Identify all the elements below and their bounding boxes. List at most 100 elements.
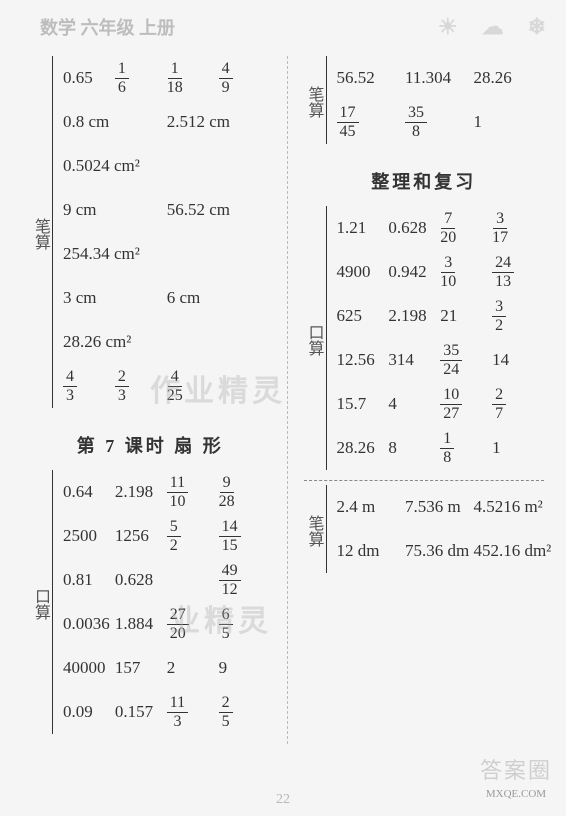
data-row: 0.090.15711325 <box>63 690 271 734</box>
cell: 28.26 cm² <box>63 332 271 352</box>
label-bisuan-3: 笔算 <box>304 485 326 573</box>
cell: 1415 <box>219 519 271 554</box>
cell: 28.26 <box>337 438 389 458</box>
left-block-1: 笔算 0.6516118490.8 cm2.512 cm0.5024 cm²9 … <box>30 56 271 408</box>
data-row: 17453581 <box>337 100 545 144</box>
footer-site: MXQE.COM <box>480 787 552 802</box>
cell: 11.304 <box>405 68 473 88</box>
right-block-1: 笔算 56.5211.30428.2617453581 <box>304 56 545 144</box>
cell: 75.36 dm <box>405 541 473 561</box>
cell: 15.7 <box>337 394 389 414</box>
data-row: 0.5024 cm² <box>63 144 271 188</box>
cell: 65 <box>219 607 271 642</box>
cell: 0.157 <box>115 702 167 722</box>
cell: 56.52 <box>337 68 405 88</box>
cell: 1.21 <box>337 218 389 238</box>
data-row: 0.00361.884272065 <box>63 602 271 646</box>
cell: 2 <box>167 658 219 678</box>
cell: 2.4 m <box>337 497 405 517</box>
cell: 25 <box>219 695 271 730</box>
cell: 32 <box>492 299 544 334</box>
cell: 2720 <box>167 607 219 642</box>
data-row: 56.5211.30428.26 <box>337 56 545 100</box>
cell: 3 cm <box>63 288 167 308</box>
cell: 7.536 m <box>405 497 473 517</box>
cell: 2413 <box>492 255 544 290</box>
cell: 3524 <box>440 343 492 378</box>
left-section-title: 第 7 课时 扇 形 <box>30 418 271 470</box>
cell: 9 cm <box>63 200 167 220</box>
cell: 49 <box>219 61 271 96</box>
cell: 4.5216 m² <box>473 497 542 517</box>
data-row: 9 cm56.52 cm <box>63 188 271 232</box>
cell: 4900 <box>337 262 389 282</box>
snow-icon: ❄ <box>528 14 546 40</box>
cell: 0.942 <box>388 262 440 282</box>
cell: 0.8 cm <box>63 112 167 132</box>
cell: 254.34 cm² <box>63 244 271 264</box>
cell: 1.884 <box>115 614 167 634</box>
cell: 12.56 <box>337 350 389 370</box>
cell: 56.52 cm <box>167 200 271 220</box>
content: 笔算 0.6516118490.8 cm2.512 cm0.5024 cm²9 … <box>0 50 566 744</box>
cell: 0.628 <box>115 570 167 590</box>
data-row: 0.8 cm2.512 cm <box>63 100 271 144</box>
right-block-2: 口算 1.210.628720317 49000.9423102413 6252.1… <box>304 206 545 470</box>
cell: 625 <box>337 306 389 326</box>
data-row: 6252.1982132 <box>337 294 545 338</box>
data-row: 12.56314352414 <box>337 338 545 382</box>
column-divider <box>287 56 288 744</box>
cell: 23 <box>115 369 167 404</box>
right-values-2: 1.210.628720317 49000.9423102413 6252.1982… <box>326 206 545 470</box>
cell: 4 <box>388 394 440 414</box>
cell: 14 <box>492 350 544 370</box>
cell: 113 <box>167 695 219 730</box>
right-column: 笔算 56.5211.30428.2617453581 整理和复习 口算 1.2… <box>290 56 545 744</box>
cell: 928 <box>219 475 271 510</box>
data-row: 28.268181 <box>337 426 545 470</box>
cell: 0.628 <box>388 218 440 238</box>
data-row: 15.74102727 <box>337 382 545 426</box>
data-row: 1.210.628720317 <box>337 206 545 250</box>
cell: 18 <box>440 431 492 466</box>
cell: 0.5024 cm² <box>63 156 271 176</box>
cell: 40000 <box>63 658 115 678</box>
data-row: 2.4 m7.536 m4.5216 m² <box>337 485 545 529</box>
data-row: 28.26 cm² <box>63 320 271 364</box>
sun-icon: ☀ <box>438 14 458 40</box>
cell: 118 <box>167 61 219 96</box>
data-row: 0.642.1981110928 <box>63 470 271 514</box>
cell: 425 <box>167 369 219 404</box>
cell: 0.65 <box>63 68 115 88</box>
cell: 0.09 <box>63 702 115 722</box>
cell: 27 <box>492 387 544 422</box>
cell: 12 dm <box>337 541 405 561</box>
cell: 317 <box>492 211 544 246</box>
cell: 21 <box>440 306 492 326</box>
right-block-3: 笔算 2.4 m7.536 m4.5216 m²12 dm75.36 dm452… <box>304 485 545 573</box>
cell: 2.512 cm <box>167 112 271 132</box>
label-kousuan-2: 口算 <box>304 206 326 470</box>
data-row: 3 cm6 cm <box>63 276 271 320</box>
header-icons: ☀ ☁ ❄ <box>438 14 546 40</box>
cell: 1027 <box>440 387 492 422</box>
cell: 1 <box>473 112 541 132</box>
cell: 314 <box>388 350 440 370</box>
footer-watermark: 答案圈 MXQE.COM <box>480 756 552 802</box>
cell: 452.16 dm² <box>473 541 551 561</box>
footer-brand: 答案圈 <box>480 756 552 787</box>
header-title: 数学 六年级 上册 <box>40 14 175 40</box>
cell: 0.81 <box>63 570 115 590</box>
cell: 16 <box>115 61 167 96</box>
cell: 310 <box>440 255 492 290</box>
cell: 0.0036 <box>63 614 115 634</box>
cell: 4912 <box>219 563 271 598</box>
cell: 52 <box>167 519 219 554</box>
data-row: 4323425 <box>63 364 271 408</box>
label-bisuan-2: 笔算 <box>304 56 326 144</box>
left-values-1: 0.6516118490.8 cm2.512 cm0.5024 cm²9 cm5… <box>52 56 271 408</box>
label-kousuan-1: 口算 <box>30 470 52 734</box>
data-row: 0.651611849 <box>63 56 271 100</box>
data-row: 0.810.628 4912 <box>63 558 271 602</box>
dash-separator <box>304 480 545 481</box>
